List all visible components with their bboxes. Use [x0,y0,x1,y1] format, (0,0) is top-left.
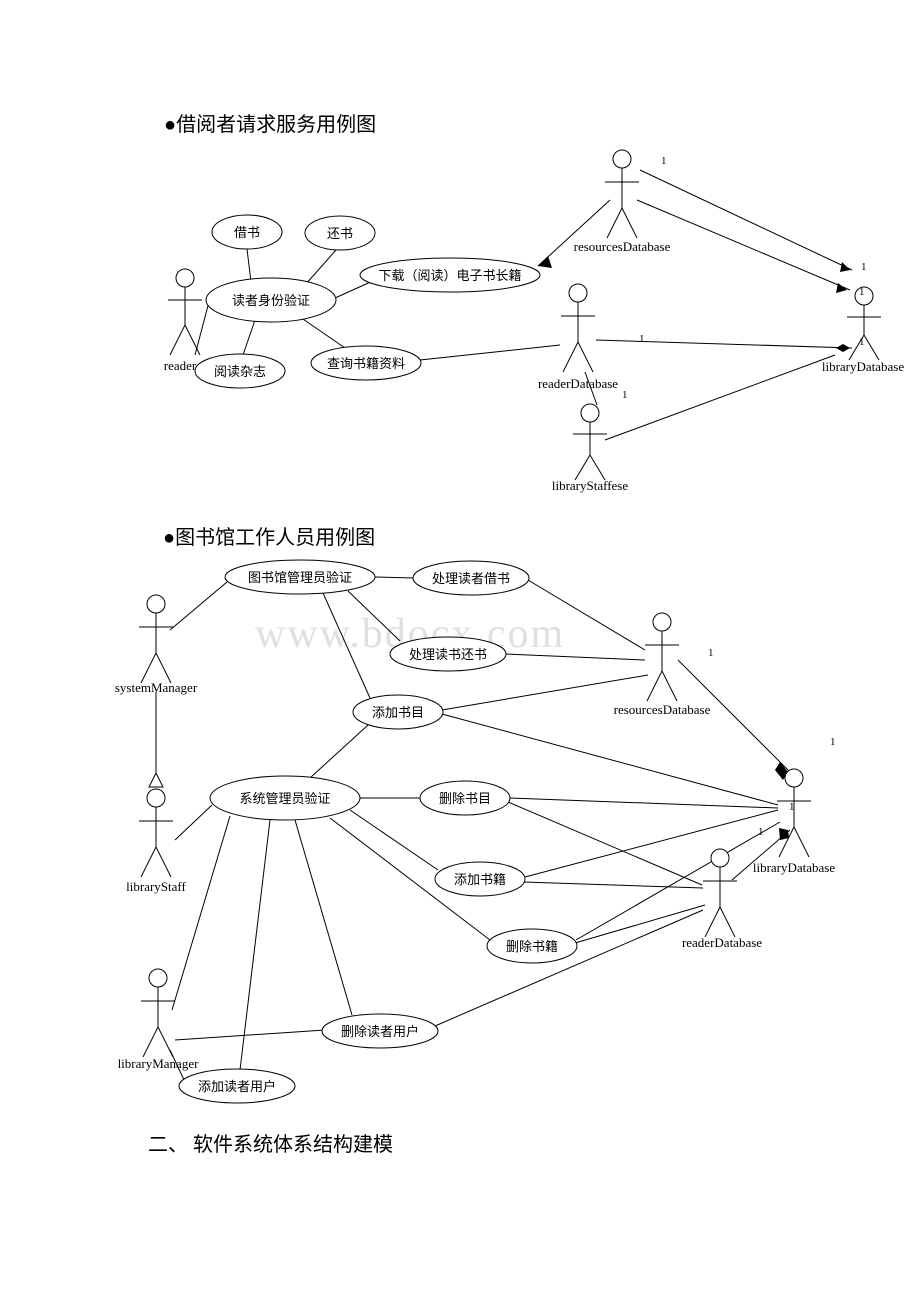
actor-staffese-icon [573,404,607,480]
mult2-3: 1 [789,801,795,813]
usecase-deltitle-label: 删除书目 [439,791,491,806]
actor-readerdb2-label: readerDatabase [682,935,762,950]
actor-readerdb2-icon [703,849,737,937]
mult-3: 1 [859,286,865,298]
mult-2: 1 [861,261,867,273]
actor-resourcesdb2-label: resourcesDatabase [614,702,711,717]
mult-6: 1 [622,389,628,401]
actor-systemmanager-label: systemManager [115,680,198,695]
mult-4: 1 [859,336,865,348]
heading-1: ●借阅者请求服务用例图 [164,108,376,137]
actor-librarydb2-label: libraryDatabase [753,860,836,875]
mult2-1: 1 [708,647,714,659]
heading-2: ●图书馆工作人员用例图 [163,521,375,550]
actor-librarydb2-icon [777,769,811,857]
usecase-processreturn-label: 处理读书还书 [409,647,487,662]
actor-librarystaff-label: libraryStaff [126,879,186,894]
actor-librarystaff-icon [139,789,173,877]
actor-resourcesdb-icon [605,150,639,238]
mult-5: 1 [639,333,645,345]
actor-readerdb-icon [561,284,595,372]
actor-librarydb-label: libraryDatabase [822,359,905,374]
usecase-processborrow-label: 处理读者借书 [432,571,510,586]
actor-systemmanager-icon [139,595,173,683]
usecase-magazine-label: 阅读杂志 [214,364,266,379]
usecase-download-label: 下载（阅读）电子书长籍 [378,268,521,283]
usecase-addreader-label: 添加读者用户 [198,1079,276,1094]
actor-staffese-label: libraryStaffese [552,478,629,493]
usecase-delreader-label: 删除读者用户 [341,1024,419,1039]
usecase-libverify-label: 图书馆管理员验证 [248,570,352,585]
actor-resourcesdb2-icon [645,613,679,701]
actor-reader-icon [168,269,202,355]
use-case-diagram-1: 借书 还书 下载（阅读）电子书长籍 读者身份验证 阅读杂志 查询书籍资料 rea… [0,140,920,500]
usecase-addtitle-label: 添加书目 [372,705,424,720]
actor-librarymanager-icon [141,969,175,1057]
actor-librarymanager-label: libraryManager [118,1056,200,1071]
page: ●借阅者请求服务用例图 [0,0,920,1302]
actor-resourcesdb-label: resourcesDatabase [574,239,671,254]
use-case-diagram-2: 图书馆管理员验证 处理读者借书 处理读书还书 添加书目 系统管理员验证 删除书目… [0,550,920,1110]
mult2-4: 1 [758,826,764,838]
usecase-query-label: 查询书籍资料 [327,356,405,371]
mult-1: 1 [661,155,667,167]
usecase-sysverify-label: 系统管理员验证 [239,791,330,806]
mult2-2: 1 [830,736,836,748]
heading-3: 二、 软件系统体系结构建模 [148,1128,393,1157]
usecase-verify-label: 读者身份验证 [232,293,310,308]
actor-readerdb-label: readerDatabase [538,376,618,391]
actor-reader-label: reader [164,358,197,373]
usecase-addbook-label: 添加书籍 [454,872,506,887]
usecase-delbook-label: 删除书籍 [506,939,558,954]
usecase-return-label: 还书 [327,226,353,241]
usecase-borrow-label: 借书 [234,225,260,240]
